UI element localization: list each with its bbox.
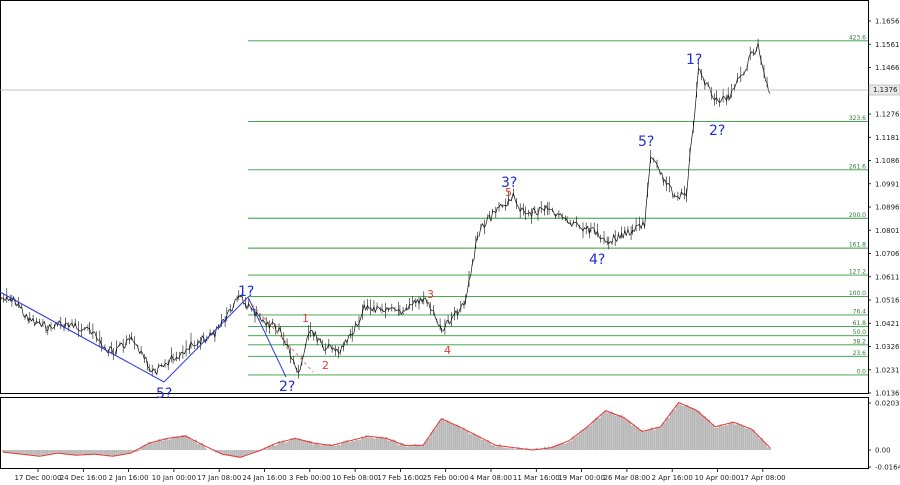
price-tick-label: 1.0231 [875,366,900,374]
fib-level-label: 161.8 [849,242,866,249]
wave-label-2-left: 2? [279,379,295,395]
oscillator-tick-label: 0.00 [875,447,891,455]
fib-level-label: 23.6 [853,350,867,357]
price-tick-label: 1.1561 [875,41,900,49]
subwave-label-1: 1 [302,312,309,325]
time-tick-label: 17 Apr 08:00 [740,474,786,482]
time-tick-label: 24 Dec 16:00 [60,474,107,482]
price-tick-label: 1.1276 [875,111,900,119]
fib-level-label: 76.4 [853,308,867,315]
wave-label-5-bottom: 5? [156,386,172,402]
price-tick-label: 1.0706 [875,250,900,258]
time-tick-label: 17 Jan 08:00 [197,474,241,482]
time-tick-label: 2 Jan 16:00 [109,474,149,482]
fib-level-label: 261.6 [849,163,866,170]
fib-level-label: 50.0 [853,329,867,336]
subwave-label-2: 2 [322,359,329,372]
wave-label-2-right: 2? [709,123,725,139]
time-tick-label: 10 Apr 00:00 [695,474,741,482]
fib-level-label: 323.6 [849,115,866,122]
subwave-label-3: 3 [427,288,434,301]
time-tick-label: 24 Jan 16:00 [242,474,286,482]
price-tick-label: 1.1466 [875,64,900,72]
time-tick-label: 11 Mar 16:00 [513,474,560,482]
time-tick-label: 10 Feb 08:00 [332,474,378,482]
price-line [0,42,771,376]
current-price-box [868,84,900,96]
fib-level-label: 100.0 [849,290,866,297]
price-tick-label: 1.0326 [875,343,900,351]
fib-level-label: 423.6 [849,34,866,41]
time-tick-label: 25 Feb 00:00 [423,474,469,482]
price-tick-label: 1.0421 [875,320,900,328]
wave-label-4: 4? [589,252,605,268]
fib-level-label: 61.8 [853,320,867,327]
time-tick-label: 19 Mar 00:00 [558,474,605,482]
oscillator-tick-label: -0.0164 [875,464,900,472]
price-tick-label: 1.0516 [875,297,900,305]
wave-label-5-top: 5? [638,134,654,150]
oscillator-signal-line [2,401,771,458]
wave-label-1-left: 1? [238,284,254,300]
wave-line-dashed [247,299,314,373]
oscillator-y-axis: 0.0203 0.00 -0.0164 [868,400,900,472]
price-panel-frame [0,0,869,394]
oscillator-series [2,401,771,458]
price-tick-label: 1.0611 [875,273,900,281]
time-tick-label: 4 Mar 08:00 [470,474,512,482]
fib-level-label: 38.2 [853,338,867,345]
price-tick-label: 1.1181 [875,134,900,142]
price-tick-label: 1.1086 [875,157,900,165]
price-tick-label: 1.0801 [875,227,900,235]
time-tick-label: 26 Mar 08:00 [604,474,651,482]
price-tick-label: 1.1656 [875,18,900,26]
wave-label-3: 3? [501,175,517,191]
fibonacci-levels: 423.6323.6261.6200.0161.8127.2100.076.46… [248,34,868,375]
time-tick-label: 10 Jan 00:00 [152,474,196,482]
price-tick-label: 1.0991 [875,180,900,188]
fib-level-label: 0.0 [856,368,866,375]
subwave-label-5: 5 [505,186,512,199]
subwave-label-4: 4 [444,344,451,357]
price-tick-label: 1.0136 [875,390,900,398]
fib-level-label: 200.0 [849,212,866,219]
time-tick-label: 17 Feb 16:00 [377,474,423,482]
fib-level-label: 127.2 [849,269,866,276]
price-y-axis: 1.1656 1.1561 1.1466 1.1376 1.1276 1.1181 1.10… [868,18,900,398]
time-tick-label: 3 Feb 00:00 [289,474,330,482]
wave-trendlines [0,291,287,383]
wave-label-1-right: 1? [686,52,702,68]
wave-line-up [163,296,249,383]
current-price-label: 1.1376 [873,86,898,94]
time-tick-label: 17 Dec 00:00 [14,474,61,482]
oscillator-tick-label: 0.0203 [875,400,900,408]
price-tick-label: 1.0896 [875,204,900,212]
wave-line-drop [247,296,287,378]
wave-line-down [0,291,165,383]
time-tick-label: 2 Apr 16:00 [652,474,693,482]
